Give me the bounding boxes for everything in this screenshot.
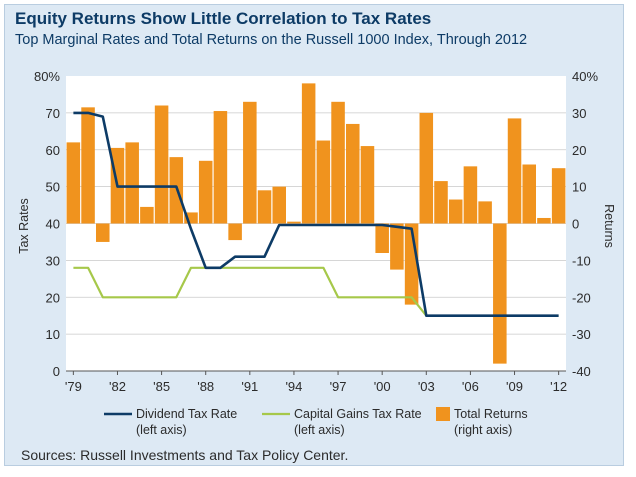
returns-bar: [346, 123, 360, 224]
y-axis-label-left: Tax Rates: [17, 198, 31, 254]
legend-label: Dividend Tax Rate: [136, 407, 237, 421]
legend-label: Capital Gains Tax Rate: [294, 407, 422, 421]
returns-bar: [448, 199, 463, 224]
y-tick-label-right: -10: [572, 253, 591, 268]
returns-bar: [198, 160, 213, 224]
returns-bar: [257, 190, 272, 224]
y-tick-label-right: -40: [572, 364, 591, 379]
y-tick-label-right: 10: [572, 180, 586, 195]
x-tick-label: '79: [65, 379, 82, 394]
y-tick-label-left: 80%: [34, 69, 60, 84]
x-tick-label: '85: [153, 379, 170, 394]
legend-sublabel: (left axis): [136, 423, 187, 437]
x-tick-label: '00: [374, 379, 391, 394]
returns-bar: [228, 223, 242, 241]
returns-bar: [522, 164, 536, 224]
returns-bar: [66, 142, 81, 224]
y-tick-label-right: -30: [572, 327, 591, 342]
y-tick-label-right: 20: [572, 143, 586, 158]
returns-bar: [360, 146, 375, 224]
returns-bar: [154, 105, 169, 224]
y-tick-label-left: 50: [46, 180, 60, 195]
returns-bar: [184, 212, 198, 224]
y-tick-label-left: 20: [46, 290, 60, 305]
y-tick-label-left: 0: [53, 364, 60, 379]
dividend-line: [73, 111, 559, 317]
returns-bar: [272, 186, 286, 224]
returns-bar: [419, 112, 434, 224]
y-tick-label-left: 10: [46, 327, 60, 342]
returns-bar: [287, 221, 301, 224]
returns-bar: [331, 101, 345, 224]
returns-bar: [96, 223, 110, 242]
returns-bar: [551, 168, 566, 224]
returns-bar: [316, 140, 331, 224]
source-note: Sources: Russell Investments and Tax Pol…: [21, 447, 349, 463]
returns-bar: [213, 111, 228, 224]
returns-bar: [434, 181, 448, 224]
legend-sublabel: (left axis): [294, 423, 345, 437]
legend: Dividend Tax Rate (left axis) Capital Gain…: [104, 407, 528, 437]
y-tick-label-right: -20: [572, 290, 591, 305]
x-tick-label: '97: [330, 379, 347, 394]
chart-title: Equity Returns Show Little Correlation t…: [15, 9, 432, 28]
returns-bar: [507, 118, 522, 224]
x-tick-label: '12: [550, 379, 567, 394]
returns-bar: [301, 83, 316, 224]
y-tick-label-right: 0: [572, 217, 579, 232]
returns-bar: [140, 206, 154, 224]
returns-bar: [125, 142, 139, 224]
y-axis-label-right: Returns: [602, 204, 616, 248]
returns-bar: [81, 107, 95, 224]
returns-bar: [537, 217, 551, 224]
returns-bar: [243, 101, 257, 224]
y-tick-label-left: 30: [46, 253, 60, 268]
x-tick-label: '82: [109, 379, 126, 394]
y-tick-label-right: 30: [572, 106, 586, 121]
y-tick-label-left: 60: [46, 143, 60, 158]
returns-bar: [493, 223, 507, 364]
y-tick-label-right: 40%: [572, 69, 598, 84]
legend-label: Total Returns: [454, 407, 528, 421]
y-tick-label-left: 70: [46, 106, 60, 121]
x-tick-label: '94: [285, 379, 302, 394]
x-tick-label: '88: [197, 379, 214, 394]
x-tick-label: '09: [506, 379, 523, 394]
legend-swatch-total-returns: [436, 407, 450, 421]
axes: 0 10 20 30 40 50 60 70 80% -40 -30 -20 -10 0 10 20 30 40%…: [34, 69, 598, 394]
returns-bar: [463, 166, 478, 224]
x-tick-label: '06: [462, 379, 479, 394]
legend-sublabel: (right axis): [454, 423, 512, 437]
y-tick-label-left: 40: [46, 217, 60, 232]
x-tick-label: '03: [418, 379, 435, 394]
chart-subtitle: Top Marginal Rates and Total Returns on …: [15, 32, 528, 48]
tax-rate-lines: [73, 111, 559, 317]
returns-bar: [375, 223, 389, 253]
x-tick-label: '91: [241, 379, 258, 394]
returns-bar: [478, 201, 492, 224]
returns-bar: [390, 223, 404, 270]
